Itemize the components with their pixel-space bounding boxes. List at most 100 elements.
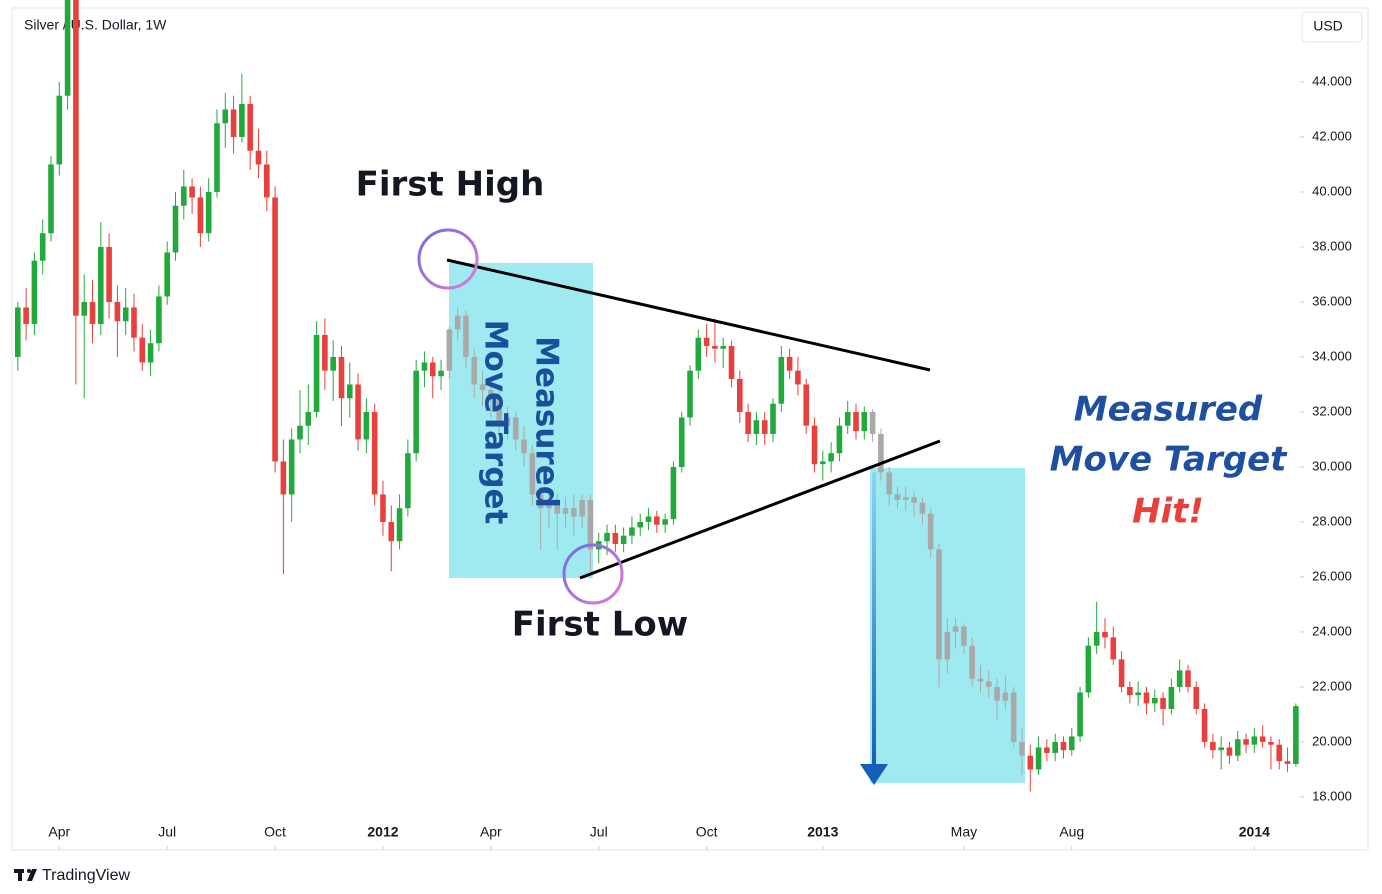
- x-tick-label: Jul: [590, 824, 608, 840]
- target-arrow: [872, 472, 876, 766]
- candle-body: [388, 521, 395, 542]
- candle-body: [728, 345, 735, 379]
- candle-body: [587, 499, 594, 550]
- lower-trendline: [579, 439, 941, 580]
- candle-body: [1085, 645, 1092, 693]
- candle-body: [488, 389, 494, 399]
- candle-body: [421, 362, 428, 371]
- candle-body: [1276, 744, 1283, 762]
- candle-body: [64, 0, 71, 96]
- y-tick-label: 32.000: [1312, 403, 1352, 418]
- candle-body: [280, 461, 287, 495]
- candle-body: [1293, 706, 1299, 764]
- candle-body: [878, 433, 884, 473]
- currency-label[interactable]: USD: [1313, 18, 1343, 34]
- brand-logo: [14, 869, 37, 881]
- candle-body: [770, 403, 776, 434]
- candle-body: [562, 508, 569, 514]
- candle-body: [338, 356, 345, 399]
- x-tick-label: 2013: [807, 824, 838, 840]
- candle-body: [795, 370, 801, 385]
- candle-body: [39, 233, 46, 261]
- chart-title: Silver / U.S. Dollar, 1W: [24, 17, 167, 33]
- measured-box: [449, 263, 593, 578]
- candle-body: [23, 307, 29, 324]
- candle-body: [529, 453, 536, 495]
- candle-body: [944, 631, 951, 660]
- y-tick-label: 28.000: [1312, 513, 1352, 528]
- candle-body: [330, 356, 336, 371]
- candle-body: [1176, 670, 1183, 687]
- candle-body: [239, 103, 245, 137]
- candle-body: [695, 337, 702, 371]
- candle-body: [1060, 741, 1067, 751]
- candle-body: [1151, 697, 1158, 704]
- candle-body: [1044, 747, 1050, 753]
- candle-body: [712, 345, 718, 349]
- target-hit-label: Move Target: [1050, 440, 1289, 480]
- candle-body: [1002, 692, 1009, 701]
- candle-body: [720, 345, 727, 349]
- candle-body: [604, 532, 610, 542]
- candle-body: [1234, 739, 1241, 756]
- candle-body: [272, 197, 278, 462]
- candle-body: [512, 417, 519, 440]
- candle-body: [114, 301, 121, 322]
- candle-body: [828, 453, 834, 462]
- candle-body: [753, 420, 760, 434]
- x-tick-label: 2014: [1239, 824, 1270, 840]
- candle-body: [73, 0, 79, 316]
- candle-body: [214, 123, 220, 192]
- candle-body: [761, 420, 768, 434]
- candle-body: [222, 109, 229, 124]
- target-hit-label: Measured: [1074, 390, 1263, 430]
- candle-body: [15, 307, 21, 357]
- candle-body: [637, 521, 644, 528]
- candle-body: [139, 337, 146, 363]
- candle-body: [952, 626, 959, 632]
- first-low-label: First Low: [512, 605, 688, 645]
- candle-body: [371, 411, 378, 495]
- candle-body: [56, 95, 63, 165]
- candle-body: [620, 535, 627, 544]
- candle-body: [1135, 692, 1141, 696]
- candle-body: [504, 417, 511, 426]
- arrow-head: [860, 764, 888, 785]
- candles: [15, 0, 1299, 792]
- candle-body: [554, 502, 561, 514]
- candle-body: [396, 508, 403, 542]
- x-tick-label: 2012: [367, 824, 398, 840]
- x-tick-label: Aug: [1059, 824, 1084, 840]
- y-tick-label: 40.000: [1312, 183, 1352, 198]
- candle-body: [363, 411, 370, 440]
- candle-body: [1068, 736, 1075, 751]
- x-tick-label: Oct: [264, 824, 286, 840]
- y-tick-label: 18.000: [1312, 788, 1352, 803]
- candle-body: [745, 411, 751, 434]
- candle-body: [1218, 747, 1224, 751]
- candle-body: [670, 466, 677, 520]
- candle-body: [197, 197, 204, 234]
- candle-body: [546, 502, 552, 509]
- candle-body: [902, 497, 909, 500]
- candle-body: [1143, 692, 1150, 704]
- candle-body: [1010, 692, 1017, 742]
- x-tick-label: Apr: [48, 824, 70, 840]
- candle-body: [1019, 741, 1025, 756]
- candle-body: [869, 411, 876, 434]
- candle-body: [1093, 631, 1100, 646]
- candle-body: [521, 439, 527, 454]
- candle-body: [97, 246, 104, 324]
- candle-body: [911, 497, 917, 503]
- chart-frame: [11, 7, 1369, 851]
- candle-body: [230, 109, 237, 137]
- candle-body: [537, 494, 544, 509]
- candle-body: [687, 370, 693, 418]
- candle-body: [645, 516, 652, 522]
- candle-body: [919, 502, 926, 514]
- currency-button[interactable]: [1301, 11, 1363, 43]
- x-tick-label: Jul: [158, 824, 176, 840]
- candle-body: [853, 411, 859, 432]
